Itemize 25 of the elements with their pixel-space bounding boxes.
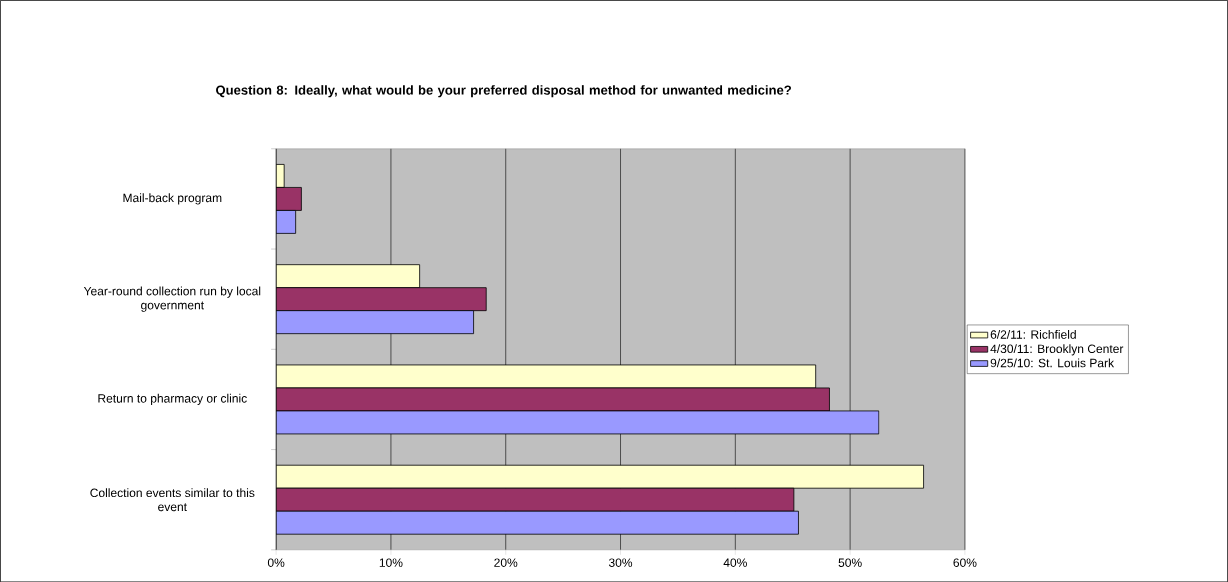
legend-label: 4/30/11: Brooklyn Center <box>990 344 1124 356</box>
x-tick-label: 30% <box>608 558 633 567</box>
bar <box>276 510 799 535</box>
x-tick-label: 10% <box>379 558 403 567</box>
x-tick-label: 20% <box>494 558 518 567</box>
y-tick-label: Return to pharmacy or clinic <box>98 393 247 405</box>
y-tick-label: Year-round collection run by local government <box>83 286 261 312</box>
chart-title: Question 8: Ideally, what would be your preferred disposal method for unwanted medicine? <box>216 84 791 98</box>
x-tick-label: 50% <box>838 558 862 567</box>
bar <box>276 464 924 489</box>
legend-label: 9/25/10: St. Louis Park <box>990 358 1115 368</box>
bar <box>276 186 302 211</box>
bar <box>276 287 487 311</box>
x-tick-label: 40% <box>723 558 747 567</box>
legend-label: 6/2/11: Richfield <box>990 329 1076 339</box>
bar <box>276 310 474 334</box>
x-tick-label: 0% <box>267 558 285 567</box>
bar <box>276 487 795 512</box>
bar <box>276 410 880 435</box>
y-tick-label: Collection events similar to this event <box>90 488 255 511</box>
bar <box>276 387 830 412</box>
y-tick-label: Mail-back program <box>123 193 222 205</box>
x-tick-label: 60% <box>953 558 977 567</box>
bar <box>276 364 817 389</box>
bar <box>276 264 421 288</box>
